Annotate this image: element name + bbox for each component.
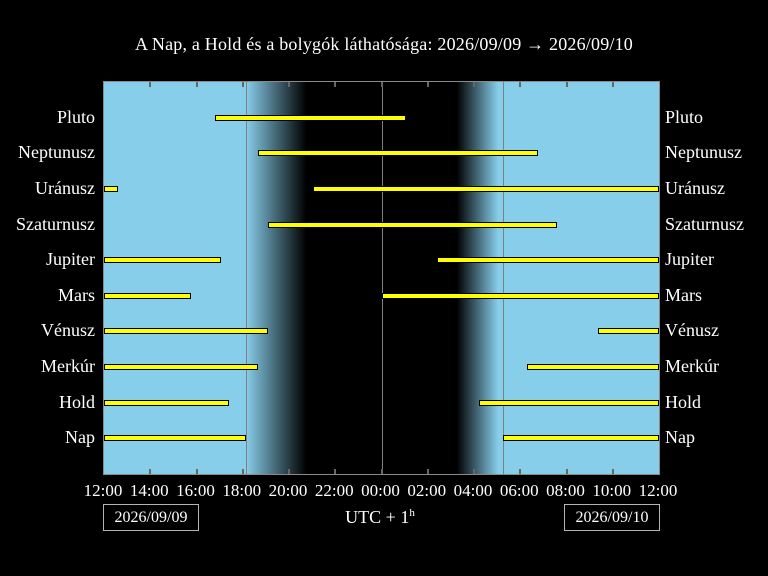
plot-area	[103, 81, 660, 475]
visibility-bar-pluto	[215, 114, 406, 121]
axis-tick-top	[288, 82, 290, 87]
x-tick-label-0000: 00:00	[361, 481, 400, 500]
x-tick-label-2200: 22:00	[314, 481, 354, 500]
row-label-left-szaturnusz: Szaturnusz	[16, 213, 95, 234]
timezone-superscript: h	[409, 507, 415, 519]
sunrise-line	[503, 82, 505, 474]
row-label-left-uranusz: Uránusz	[35, 177, 95, 198]
row-label-right-szaturnusz: Szaturnusz	[665, 213, 744, 234]
timezone-label: UTC + 1h	[345, 507, 415, 527]
visibility-bar-nap	[104, 435, 246, 442]
x-tick-label-1200: 12:00	[83, 481, 123, 500]
axis-tick-bottom	[473, 469, 475, 474]
midnight-line	[381, 82, 383, 474]
x-tick-label-1600: 16:00	[176, 481, 215, 500]
axis-tick-bottom	[334, 469, 337, 474]
visibility-bar-merkur	[104, 364, 258, 371]
axis-tick-bottom	[149, 469, 152, 474]
row-label-right-nap: Nap	[665, 427, 695, 448]
visibility-bar-jupiter	[104, 257, 221, 264]
x-tick-label-0200: 02:00	[407, 481, 447, 500]
start-date-box: 2026/09/09	[103, 504, 199, 531]
row-label-left-neptunusz: Neptunusz	[18, 142, 95, 163]
axis-tick-top	[195, 82, 198, 87]
row-label-left-nap: Nap	[65, 427, 95, 448]
axis-tick-bottom	[565, 469, 568, 474]
x-tick-label-0800: 08:00	[546, 481, 585, 500]
visibility-bar-venusz	[104, 328, 268, 335]
axis-tick-bottom	[195, 469, 198, 474]
row-label-right-neptunusz: Neptunusz	[665, 142, 742, 163]
end-date-label: 2026/09/10	[575, 509, 649, 526]
visibility-bar-uranusz	[313, 185, 659, 192]
row-label-left-jupiter: Jupiter	[46, 249, 95, 270]
visibility-bar-nap	[503, 435, 659, 442]
sunset-line	[245, 82, 247, 474]
row-label-left-venusz: Vénusz	[41, 320, 95, 341]
row-label-left-merkur: Merkúr	[41, 356, 95, 377]
row-label-right-hold: Hold	[665, 391, 701, 412]
row-label-right-mars: Mars	[665, 284, 702, 305]
x-tick-label-1000: 10:00	[592, 481, 632, 500]
axis-tick-top	[473, 82, 475, 87]
row-label-right-pluto: Pluto	[665, 106, 704, 127]
axis-tick-top	[426, 82, 429, 87]
x-tick-label-0600: 06:00	[499, 481, 539, 500]
axis-tick-top	[380, 82, 383, 87]
axis-tick-top	[241, 82, 244, 87]
x-tick-label-1400: 14:00	[129, 481, 169, 500]
chart-title: A Nap, a Hold és a bolygók láthatósága: …	[134, 34, 634, 54]
row-label-left-mars: Mars	[58, 284, 95, 305]
row-label-right-jupiter: Jupiter	[665, 249, 714, 270]
row-label-left-pluto: Pluto	[56, 106, 95, 127]
axis-tick-bottom	[519, 469, 522, 474]
axis-tick-top	[519, 82, 522, 87]
visibility-bar-mars	[381, 292, 659, 299]
row-label-right-uranusz: Uránusz	[665, 177, 725, 198]
start-date-label: 2026/09/09	[114, 509, 188, 526]
visibility-bar-neptunusz	[258, 150, 539, 157]
axis-tick-top	[565, 82, 568, 87]
x-tick-label-0400: 04:00	[453, 481, 493, 500]
visibility-bar-jupiter	[437, 257, 659, 264]
x-tick-label-2000: 20:00	[268, 481, 308, 500]
axis-tick-bottom	[288, 469, 290, 474]
x-tick-label-1200: 12:00	[638, 481, 678, 500]
axis-tick-top	[149, 82, 152, 87]
visibility-bar-mars	[104, 292, 191, 299]
end-date-box: 2026/09/10	[564, 504, 660, 531]
axis-tick-bottom	[426, 469, 429, 474]
axis-tick-bottom	[380, 469, 383, 474]
visibility-bar-uranusz	[104, 185, 118, 192]
axis-tick-top	[611, 82, 614, 87]
axis-tick-top	[334, 82, 337, 87]
axis-tick-bottom	[611, 469, 614, 474]
x-tick-label-1800: 18:00	[222, 481, 262, 500]
visibility-bar-merkur	[526, 364, 659, 371]
axis-tick-bottom	[241, 469, 244, 474]
row-label-right-venusz: Vénusz	[665, 320, 719, 341]
visibility-bar-szaturnusz	[267, 221, 558, 228]
visibility-bar-hold	[479, 399, 659, 406]
visibility-bar-hold	[104, 399, 230, 406]
visibility-bar-venusz	[597, 328, 659, 335]
row-label-right-merkur: Merkúr	[665, 356, 719, 377]
row-label-left-hold: Hold	[59, 391, 95, 412]
